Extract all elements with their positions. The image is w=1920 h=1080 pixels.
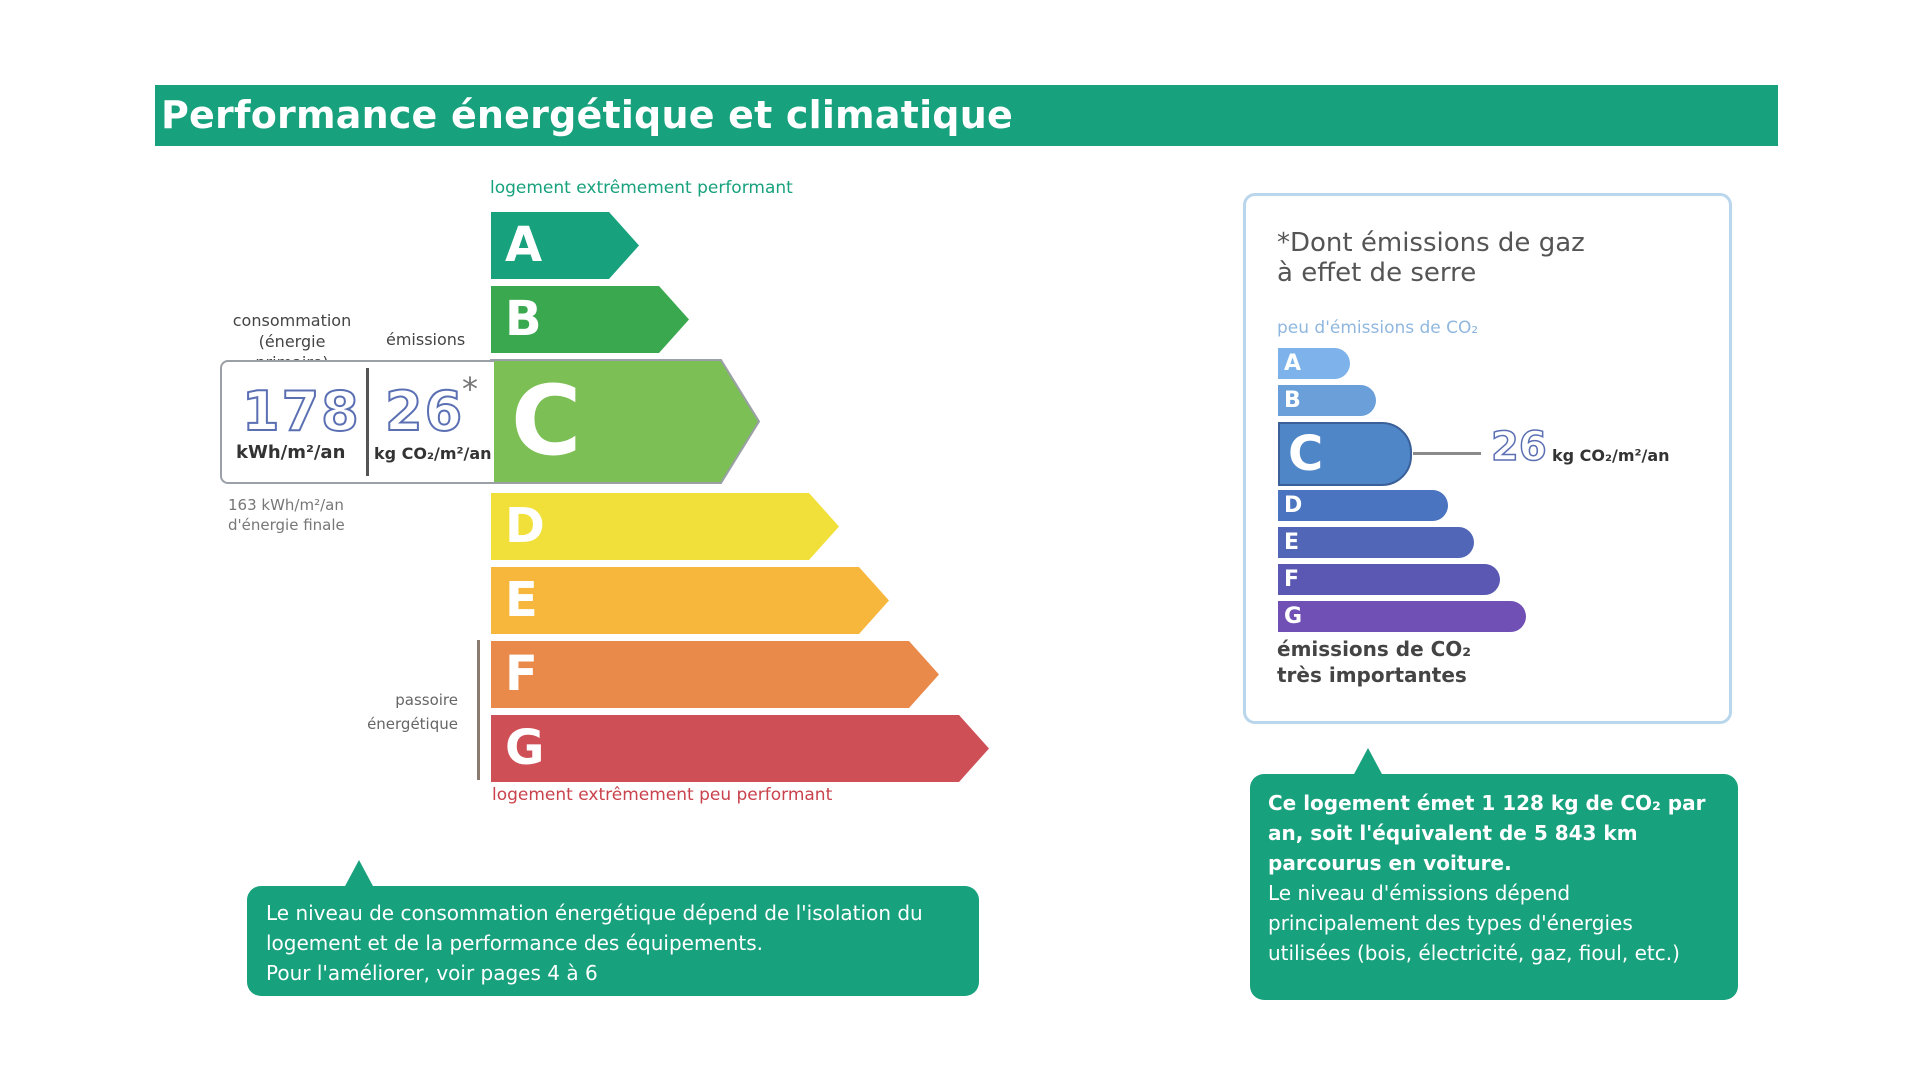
callout-tip xyxy=(344,860,374,888)
callout-left-line2: logement et de la performance des équipe… xyxy=(266,931,764,955)
dpe-letter-b: B xyxy=(505,291,542,347)
ges-bottom-line1: émissions de CO₂ xyxy=(1277,637,1472,661)
section-title: Performance énergétique et climatique xyxy=(161,93,1013,137)
ges-letter-b: B xyxy=(1284,388,1301,413)
callout-left-line3: Pour l'améliorer, voir pages 4 à 6 xyxy=(266,961,598,985)
callout-right-line3: utilisées (bois, électricité, gaz, fioul… xyxy=(1268,941,1680,965)
passoire-line1: passoire xyxy=(395,691,458,709)
callout-right-strong-line2: an, soit l'équivalent de 5 843 km xyxy=(1268,821,1638,845)
ges-bar-a: A xyxy=(1278,348,1350,379)
emissions-unit: kg CO₂/m²/an xyxy=(374,444,492,463)
callout-right-line1: Le niveau d'émissions dépend xyxy=(1268,881,1571,905)
consumption-value: 178 xyxy=(241,379,361,444)
ges-letter-c: C xyxy=(1288,426,1324,482)
ges-unit: kg CO₂/m²/an xyxy=(1552,446,1670,465)
passoire-label: passoire énergétique xyxy=(340,688,458,736)
emissions-callout-text: Le niveau d'émissions dépend principalem… xyxy=(1268,878,1728,968)
ges-value: 26 xyxy=(1490,423,1547,471)
dpe-letter-d: D xyxy=(505,498,545,554)
ges-bar-c: C xyxy=(1278,422,1412,486)
emissions-value: 26 xyxy=(384,379,465,444)
ges-bar-f: F xyxy=(1278,564,1500,595)
indicator-box: 178 kWh/m²/an 26 * kg CO₂/m²/an xyxy=(220,360,494,484)
ges-letter-d: D xyxy=(1284,493,1303,518)
section-header: Performance énergétique et climatique xyxy=(155,85,1778,146)
dpe-letter-c: C xyxy=(511,365,582,477)
indicator-separator xyxy=(366,368,369,476)
ges-bottom-caption: émissions de CO₂ très importantes xyxy=(1277,636,1471,688)
final-energy-label: d'énergie finale xyxy=(228,516,345,534)
dpe-letter-a: A xyxy=(505,217,543,273)
ges-letter-g: G xyxy=(1284,604,1303,629)
ges-value-line xyxy=(1413,452,1481,455)
callout-right-line2: principalement des types d'énergies xyxy=(1268,911,1633,935)
ges-title: *Dont émissions de gaz à effet de serre xyxy=(1277,228,1585,288)
emissions-callout: Ce logement émet 1 128 kg de CO₂ par an,… xyxy=(1250,748,1738,1000)
callout-right-strong-line3: parcourus en voiture. xyxy=(1268,851,1512,875)
ges-letter-f: F xyxy=(1284,567,1300,592)
ges-title-line2: à effet de serre xyxy=(1277,258,1477,288)
dpe-top-caption: logement extrêmement performant xyxy=(490,178,793,198)
final-energy-note: 163 kWh/m²/an d'énergie finale xyxy=(228,495,345,535)
ges-bottom-line2: très importantes xyxy=(1277,663,1467,687)
ges-panel: *Dont émissions de gaz à effet de serre … xyxy=(1243,193,1732,724)
ges-title-line1: *Dont émissions de gaz xyxy=(1277,228,1585,258)
callout-tip xyxy=(1353,748,1383,776)
dpe-bottom-caption: logement extrêmement peu performant xyxy=(492,785,833,805)
emissions-callout-strong: Ce logement émet 1 128 kg de CO₂ par an,… xyxy=(1268,788,1728,878)
consumption-unit: kWh/m²/an xyxy=(236,442,346,463)
ges-letter-a: A xyxy=(1284,351,1302,376)
ges-bar-e: E xyxy=(1278,527,1474,558)
ges-letter-e: E xyxy=(1284,530,1300,555)
callout-right-strong-line1: Ce logement émet 1 128 kg de CO₂ par xyxy=(1268,791,1706,815)
ges-bar-d: D xyxy=(1278,490,1448,521)
emissions-label: émissions xyxy=(386,330,466,349)
ges-bar-g: G xyxy=(1278,601,1526,632)
consumption-label-line1: consommation xyxy=(232,311,352,330)
dpe-letter-e: E xyxy=(505,572,538,628)
emissions-star: * xyxy=(462,370,478,408)
consumption-callout: Le niveau de consommation énergétique dé… xyxy=(247,860,979,996)
ges-top-caption: peu d'émissions de CO₂ xyxy=(1277,318,1479,338)
passoire-line2: énergétique xyxy=(367,715,458,733)
callout-left-line1: Le niveau de consommation énergétique dé… xyxy=(266,901,923,925)
passoire-bracket xyxy=(477,640,480,780)
final-energy-value: 163 kWh/m²/an xyxy=(228,496,344,514)
ges-bar-b: B xyxy=(1278,385,1376,416)
dpe-letter-g: G xyxy=(505,720,545,776)
dpe-letter-f: F xyxy=(505,646,538,702)
consumption-callout-text: Le niveau de consommation énergétique dé… xyxy=(266,898,923,988)
